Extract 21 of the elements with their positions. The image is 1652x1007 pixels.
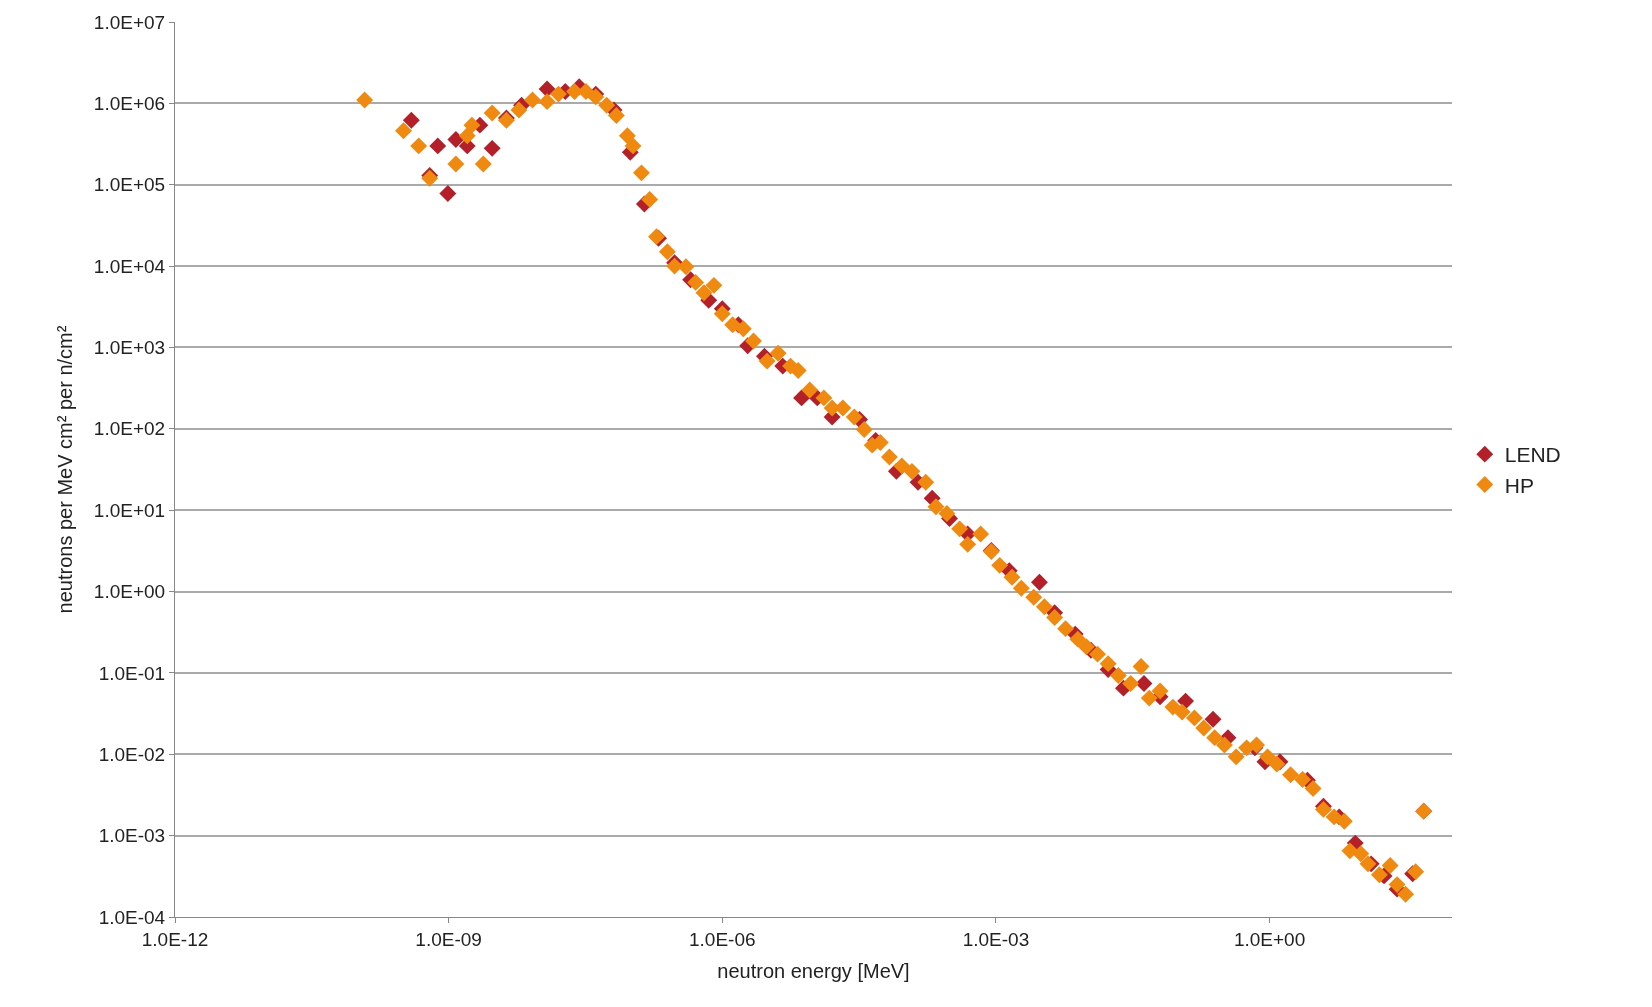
- y-tick-label: 1.0E-02: [98, 743, 166, 765]
- y-tick-label: 1.0E+02: [93, 418, 166, 440]
- y-tick-label: 1.0E-04: [98, 906, 166, 928]
- y-tick-label: 1.0E+00: [93, 581, 166, 603]
- y-tick-label: 1.0E+07: [93, 11, 166, 33]
- legend-label: HP: [1504, 473, 1534, 497]
- y-tick-label: 1.0E-01: [98, 662, 166, 684]
- y-tick-label: 1.0E+04: [93, 255, 166, 277]
- x-tick-label: 1.0E+00: [1233, 928, 1306, 950]
- x-axis-title: neutron energy [MeV]: [717, 960, 910, 983]
- x-tick-label: 1.0E-06: [689, 928, 756, 950]
- legend-label: LEND: [1504, 443, 1561, 467]
- y-axis-title: neutrons per MeV cm² per n/cm²: [54, 325, 77, 614]
- y-tick-label: 1.0E+01: [93, 499, 166, 521]
- x-tick-label: 1.0E-12: [141, 928, 209, 950]
- y-tick-label: 1.0E-03: [98, 825, 166, 847]
- x-tick-label: 1.0E-03: [962, 928, 1030, 950]
- x-tick-label: 1.0E-09: [415, 928, 482, 950]
- y-tick-label: 1.0E+06: [93, 93, 166, 115]
- y-tick-label: 1.0E+03: [93, 337, 166, 359]
- y-tick-label: 1.0E+05: [93, 174, 166, 196]
